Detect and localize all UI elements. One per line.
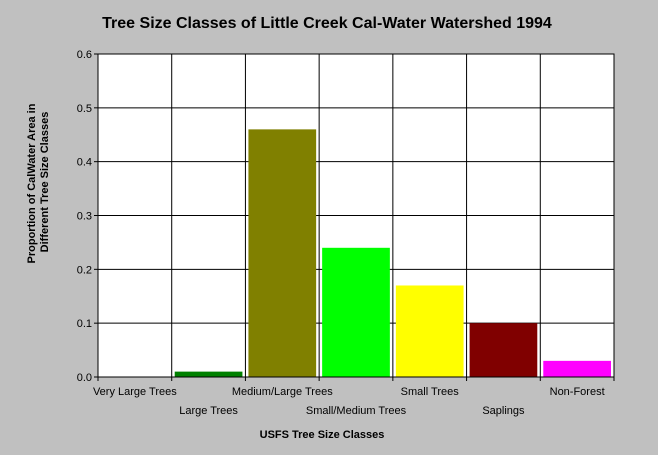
y-tick-label-2: 0.2	[77, 264, 92, 276]
y-tick-label-4: 0.4	[77, 157, 92, 169]
y-tick-label-1: 0.1	[77, 318, 92, 330]
x-tick-label-4: Small Trees	[401, 386, 460, 398]
bar-3	[322, 247, 390, 377]
y-tick-label-0: 0.0	[77, 372, 92, 384]
y-tick-label-3: 0.3	[77, 211, 92, 223]
y-axis-title-line-1: Proportion of CalWater Area in	[26, 103, 38, 263]
bar-4	[395, 285, 464, 377]
plot-area: 0.0 0.1 0.2 0.3 0.4 0.5 0.6 Very Large TreesLar…	[77, 49, 615, 417]
chart-title: Tree Size Classes of Little Creek Cal-Wa…	[102, 15, 552, 32]
x-tick-label-6: Non-Forest	[550, 386, 605, 398]
y-axis-title: Proportion of CalWater Area in Different…	[26, 101, 51, 264]
x-tick-label-2: Medium/Large Trees	[232, 386, 333, 398]
bar-5	[469, 323, 538, 377]
x-tick-label-5: Saplings	[482, 405, 525, 417]
bar-6	[543, 360, 611, 377]
y-tick-label-6: 0.6	[77, 49, 92, 61]
y-tick-label-5: 0.5	[77, 103, 92, 115]
bar-1	[174, 371, 243, 377]
bar-2	[248, 129, 317, 377]
x-tick-label-0: Very Large Trees	[93, 386, 177, 398]
y-axis-title-line-2: Different Tree Size Classes	[39, 112, 51, 253]
x-tick-label-1: Large Trees	[179, 405, 238, 417]
x-tick-label-3: Small/Medium Trees	[306, 405, 407, 417]
x-axis-title: USFS Tree Size Classes	[260, 429, 385, 441]
